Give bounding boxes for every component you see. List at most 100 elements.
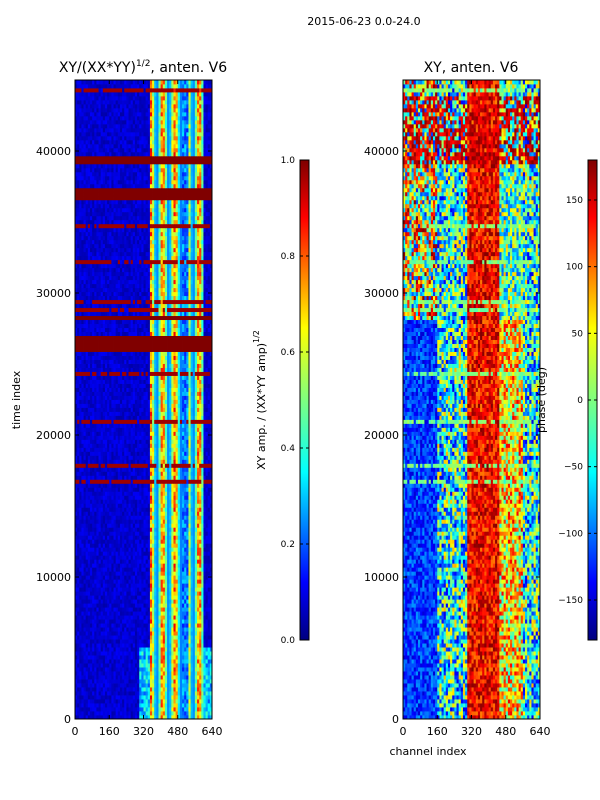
amplitude-cell (175, 711, 179, 716)
amplitude-cell (119, 427, 123, 432)
amplitude-cell (209, 651, 212, 656)
amplitude-cell (113, 587, 117, 592)
amplitude-cell (85, 531, 89, 536)
amplitude-cell (104, 543, 108, 548)
amplitude-cell (92, 451, 95, 456)
amplitude-cell (104, 627, 108, 632)
amplitude-cell (194, 587, 198, 592)
amplitude-cell (179, 679, 183, 684)
amplitude-cell (190, 635, 194, 640)
amplitude-cell (85, 659, 89, 664)
amplitude-cell (139, 423, 142, 428)
amplitude-cell (147, 579, 151, 584)
amplitude-cell (94, 539, 97, 544)
amplitude-cell (201, 511, 204, 516)
amplitude-cell (119, 619, 123, 624)
amplitude-cell (171, 511, 174, 516)
amplitude-cell (104, 407, 108, 412)
amplitude-cell (111, 659, 114, 664)
amplitude-cell (171, 427, 174, 432)
amplitude-cell (177, 559, 181, 564)
amplitude-cell (160, 467, 164, 472)
amplitude-cell (132, 607, 136, 612)
amplitude-cell (139, 683, 142, 688)
amplitude-cell (152, 463, 155, 468)
amplitude-cell (147, 591, 151, 596)
amplitude-cell (130, 567, 134, 572)
amplitude-cell (137, 595, 140, 600)
amplitude-cell (175, 631, 179, 636)
amplitude-cell (92, 463, 95, 468)
amplitude-cell (152, 555, 155, 560)
amplitude-cell (94, 411, 97, 416)
amplitude-cell (89, 691, 93, 696)
amplitude-cell (89, 423, 93, 428)
amplitude-cell (126, 547, 129, 552)
amplitude-cell (190, 555, 194, 560)
amplitude-cell (126, 483, 129, 488)
amplitude-cell (173, 459, 177, 464)
amplitude-cell (107, 423, 110, 428)
amplitude-cell (126, 447, 129, 452)
amplitude-cell (111, 655, 114, 660)
amplitude-cell (89, 571, 93, 576)
amplitude-cell (98, 583, 102, 588)
amplitude-cell (89, 463, 93, 468)
amplitude-cell (100, 443, 104, 448)
amplitude-cell (173, 647, 177, 652)
amplitude-cell (169, 595, 172, 600)
amplitude-cell (192, 507, 196, 512)
amplitude-cell (98, 567, 102, 572)
amplitude-cell (171, 607, 174, 612)
amplitude-cell (152, 575, 155, 580)
amplitude-cell (199, 535, 202, 540)
amplitude-cell (130, 451, 134, 456)
amplitude-cell (85, 639, 89, 644)
amplitude-cell (203, 663, 206, 668)
amplitude-cell (190, 511, 194, 516)
amplitude-cell (75, 499, 78, 504)
amplitude-cell (128, 639, 132, 644)
amplitude-cell (104, 419, 108, 424)
amplitude-cell (167, 447, 170, 452)
amplitude-cell (104, 563, 108, 568)
amplitude-cell (126, 655, 129, 660)
amplitude-cell (203, 419, 206, 424)
amplitude-cell (94, 535, 97, 540)
amplitude-cell (122, 695, 125, 700)
amplitude-cell (171, 591, 174, 596)
amplitude-cell (117, 419, 121, 424)
amplitude-cell (87, 691, 91, 696)
amplitude-cell (205, 683, 209, 688)
amplitude-cell (87, 463, 91, 468)
amplitude-cell (194, 539, 198, 544)
amplitude-cell (199, 531, 202, 536)
amplitude-cell (79, 691, 82, 696)
amplitude-cell (179, 435, 183, 440)
amplitude-cell (149, 451, 153, 456)
amplitude-cell (162, 535, 166, 540)
amplitude-cell (152, 543, 155, 548)
amplitude-cell (98, 491, 102, 496)
amplitude-cell (77, 707, 80, 712)
amplitude-cell (182, 415, 185, 420)
amplitude-cell (160, 575, 164, 580)
amplitude-cell (111, 587, 114, 592)
amplitude-cell (139, 615, 142, 620)
amplitude-cell (171, 671, 174, 676)
amplitude-cell (158, 651, 162, 656)
amplitude-cell (152, 427, 155, 432)
amplitude-cell (171, 715, 174, 719)
amplitude-cell (122, 527, 125, 532)
amplitude-cell (100, 643, 104, 648)
amplitude-cell (203, 655, 206, 660)
amplitude-cell (89, 547, 93, 552)
amplitude-cell (83, 451, 87, 456)
amplitude-cell (184, 639, 187, 644)
amplitude-cell (184, 651, 187, 656)
amplitude-cell (77, 663, 80, 668)
amplitude-cell (96, 423, 99, 428)
amplitude-cell (167, 511, 170, 516)
amplitude-cell (199, 699, 202, 704)
amplitude-cell (164, 459, 168, 464)
